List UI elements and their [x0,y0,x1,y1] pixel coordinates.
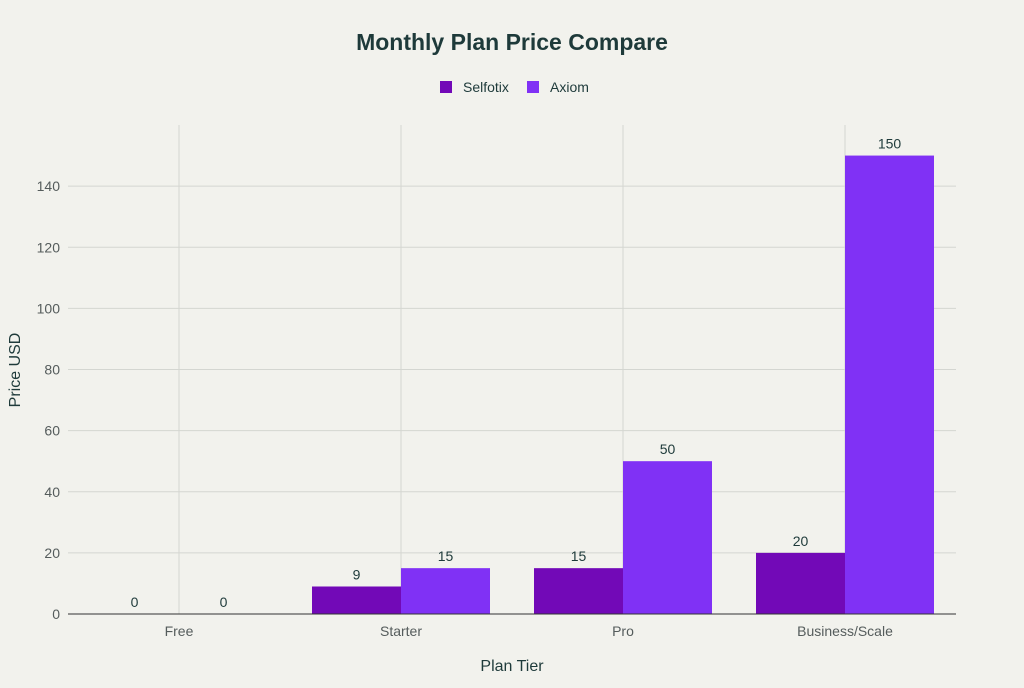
bar-axiom-business-scale[interactable] [845,155,934,614]
legend-swatch-selfotix [440,81,452,93]
bar-axiom-starter[interactable] [401,568,490,614]
y-tick-label-80: 80 [44,362,60,378]
y-tick-label-0: 0 [52,606,60,622]
data-label-axiom-starter: 15 [438,548,454,564]
legend[interactable]: Selfotix Axiom [440,79,589,95]
data-label-axiom-pro: 50 [660,441,676,457]
y-tick-label-100: 100 [37,300,61,316]
y-tick-label-20: 20 [44,545,60,561]
legend-label-selfotix: Selfotix [463,79,509,95]
x-tick-label-pro: Pro [612,623,634,639]
x-tick-label-business-scale: Business/Scale [797,623,893,639]
legend-item-selfotix[interactable]: Selfotix [440,79,509,95]
bar-selfotix-business-scale[interactable] [756,552,845,614]
bar-selfotix-pro[interactable] [534,568,623,614]
y-tick-label-60: 60 [44,423,60,439]
y-axis-title: Price USD [7,333,24,408]
legend-swatch-axiom [527,81,539,93]
x-tick-labels: Free Starter Pro Business/Scale [165,623,893,639]
x-tick-label-starter: Starter [380,623,422,639]
data-label-selfotix-starter: 9 [353,566,361,582]
y-tick-label-140: 140 [37,178,61,194]
legend-label-axiom: Axiom [550,79,589,95]
bar-selfotix-starter[interactable] [312,586,401,614]
bars-layer [312,155,934,614]
y-tick-label-120: 120 [37,239,61,255]
data-label-axiom-business-scale: 150 [878,136,902,152]
data-label-selfotix-pro: 15 [571,548,587,564]
x-tick-label-free: Free [165,623,194,639]
data-label-selfotix-business-scale: 20 [793,533,809,549]
y-tick-label-40: 40 [44,484,60,500]
x-axis-title: Plan Tier [480,658,544,675]
grid-layer [68,125,956,614]
bar-axiom-pro[interactable] [623,461,712,614]
data-label-selfotix-free: 0 [131,594,139,610]
chart-title: Monthly Plan Price Compare [356,29,668,55]
legend-item-axiom[interactable]: Axiom [527,79,589,95]
y-tick-labels: 0 20 40 60 80 100 120 140 [37,178,61,622]
data-labels-layer: 0 0 9 15 15 50 20 150 [131,136,902,610]
data-label-axiom-free: 0 [220,594,228,610]
